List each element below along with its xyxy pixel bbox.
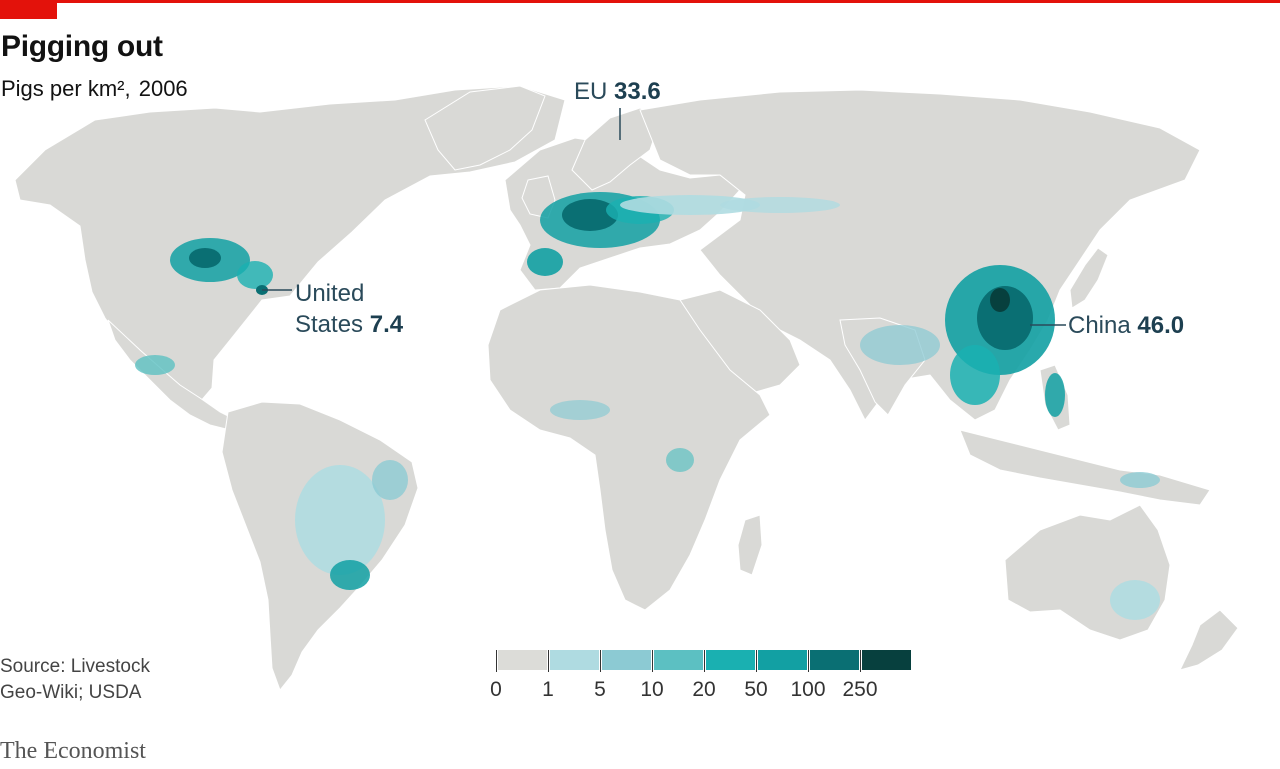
subtitle-units: Pigs per km², [1, 76, 131, 101]
color-legend: 0 1 5 10 20 50 100 250 [490, 650, 911, 710]
legend-tick-label: 0 [490, 678, 502, 701]
legend-tick [860, 650, 861, 672]
chart-subtitle: Pigs per km², 2006 [1, 76, 188, 102]
legend-swatch [862, 650, 911, 670]
legend-swatch [602, 650, 651, 670]
china-label: China [1068, 312, 1131, 339]
legend-tick-label: 1 [542, 678, 554, 701]
legend-tick-label: 50 [744, 678, 768, 701]
us-label-line2: States [295, 311, 364, 338]
top-rule [0, 0, 1280, 3]
madagascar-landmass [737, 514, 763, 576]
source-line-2: Geo-Wiki; USDA [0, 682, 142, 703]
density-patches [135, 192, 1160, 620]
us-annotation: United States 7.4 [295, 278, 403, 340]
legend-tick [756, 650, 757, 672]
us-label-line2-wrap: States 7.4 [295, 309, 403, 340]
southeast-asia-islands [959, 429, 1211, 506]
eu-value: 33.6 [614, 78, 661, 105]
australia-landmass [1004, 504, 1171, 641]
japan-landmass [1069, 247, 1109, 309]
north-america-landmass [14, 85, 566, 403]
legend-tick [808, 650, 809, 672]
africa-landmass [487, 284, 771, 611]
us-value: 7.4 [369, 311, 404, 338]
chart-title: Pigging out [1, 30, 163, 63]
legend-tick [496, 650, 497, 672]
legend-tick-label: 10 [640, 678, 664, 701]
legend-tick [548, 650, 549, 672]
legend-swatch [498, 650, 547, 670]
eu-label: EU [574, 78, 608, 105]
legend-swatch [654, 650, 703, 670]
brand-tag [0, 0, 57, 19]
source-note: Source: Livestock Geo-Wiki; USDA [0, 654, 150, 706]
legend-tick-label: 5 [594, 678, 606, 701]
brand-wordmark: The Economist [0, 738, 146, 764]
legend-tick-label: 250 [842, 678, 878, 701]
subtitle-year: 2006 [138, 76, 188, 101]
new-zealand-landmass [1179, 609, 1239, 671]
legend-swatch [706, 650, 755, 670]
legend-swatch [810, 650, 859, 670]
china-value: 46.0 [1137, 312, 1185, 339]
china-annotation: China 46.0 [1068, 312, 1184, 340]
legend-swatch [550, 650, 599, 670]
source-line-1: Source: Livestock [0, 656, 150, 677]
legend-tick [652, 650, 653, 672]
legend-tick-label: 100 [790, 678, 826, 701]
legend-tick [600, 650, 601, 672]
us-label-line1: United [295, 280, 365, 307]
asia-landmass [639, 89, 1201, 421]
legend-tick [704, 650, 705, 672]
legend-tick-label: 20 [692, 678, 716, 701]
eu-annotation: EU 33.6 [574, 78, 661, 106]
legend-swatch [758, 650, 807, 670]
greenland-landmass [424, 85, 546, 171]
